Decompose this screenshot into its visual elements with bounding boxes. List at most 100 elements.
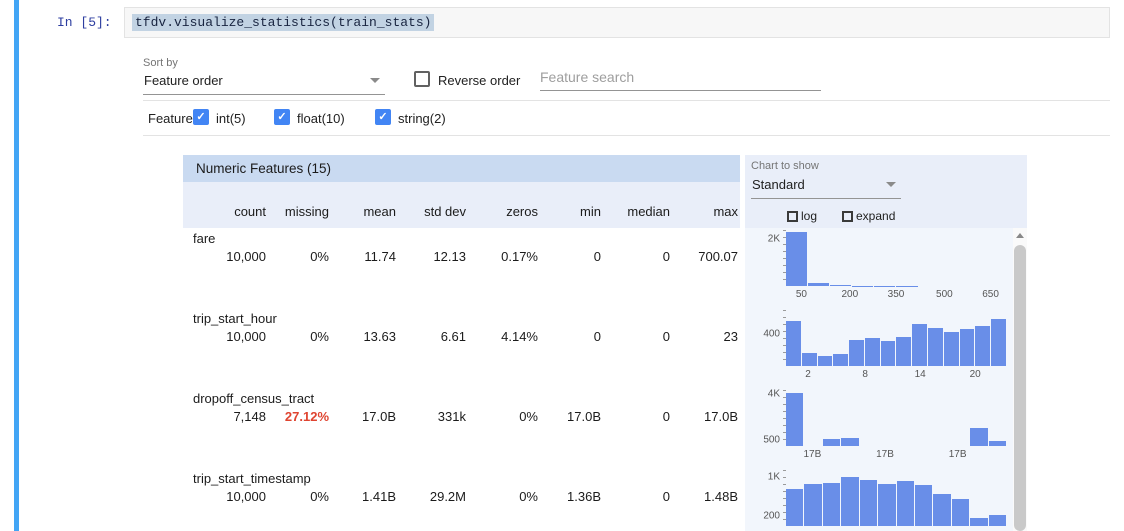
missing-value: 0%	[310, 329, 329, 344]
max-value: 23	[723, 329, 738, 344]
mean-value: 17.0B	[362, 409, 396, 424]
feature-name: trip_start_timestamp	[193, 471, 311, 486]
log-checkbox[interactable]	[787, 211, 798, 222]
median-value: 0	[662, 329, 670, 344]
chart-to-show-label: Chart to show	[751, 160, 819, 172]
reverse-order-checkbox[interactable]	[414, 71, 430, 87]
column-header-min: min	[580, 204, 601, 219]
column-header-std-dev: std dev	[424, 204, 466, 219]
mean-value: 13.63	[363, 329, 396, 344]
count-value: 7,148	[233, 409, 266, 424]
y-axis	[783, 390, 786, 446]
int-filter-checkbox[interactable]	[193, 109, 209, 125]
histogram-column: 2K 50 200 350 500 650 400 2 8 14 20 4K 500 17B 17…	[758, 228, 1012, 531]
table-row: dropoff_census_tract 7,148 27.12% 17.0B …	[183, 388, 740, 468]
sort-by-value: Feature order	[144, 73, 223, 88]
missing-value: 0%	[310, 489, 329, 504]
expand-checkbox[interactable]	[842, 211, 853, 222]
float-filter-checkbox[interactable]	[274, 109, 290, 125]
zeros-value: 0.17%	[501, 249, 538, 264]
code-cell[interactable]: tfdv.visualize_statistics(train_stats)	[124, 7, 1110, 38]
histogram-bars	[786, 470, 1007, 526]
zeros-value: 0%	[519, 409, 538, 424]
string-filter-checkbox[interactable]	[375, 109, 391, 125]
sort-by-dropdown[interactable]: Feature order	[143, 73, 385, 95]
chart-panel-header: Chart to show log expand	[745, 155, 1027, 228]
std-dev-value: 29.2M	[429, 489, 466, 504]
divider	[143, 100, 1110, 101]
min-value: 0	[593, 329, 601, 344]
code-text[interactable]: tfdv.visualize_statistics(train_stats)	[132, 14, 435, 31]
feature-name: trip_start_hour	[193, 311, 277, 326]
y-axis	[783, 230, 786, 286]
divider	[143, 135, 1110, 136]
count-value: 10,000	[226, 249, 266, 264]
max-value: 17.0B	[704, 409, 738, 424]
y-axis	[783, 310, 786, 366]
column-header-mean: mean	[363, 204, 396, 219]
fare-histogram: 2K 50 200 350 500 650	[758, 228, 1012, 308]
table-row: trip_start_hour 10,000 0% 13.63 6.61 4.1…	[183, 308, 740, 388]
table-row: fare 10,000 0% 11.74 12.13 0.17% 0 0 700…	[183, 228, 740, 308]
y-axis-labels: 4K 500	[763, 388, 780, 445]
column-header-median: median	[627, 204, 670, 219]
min-value: 0	[593, 249, 601, 264]
count-value: 10,000	[226, 489, 266, 504]
x-axis-labels: 50 200 350 500 650	[795, 289, 999, 300]
trip-start-timestamp-histogram: 1K 200	[758, 468, 1012, 531]
cell-prompt: In [5]:	[57, 15, 112, 30]
median-value: 0	[662, 409, 670, 424]
std-dev-value: 6.61	[440, 329, 466, 344]
log-label: log	[801, 209, 818, 223]
max-value: 1.48B	[704, 489, 738, 504]
scroll-up-icon	[1016, 233, 1024, 238]
column-header-max: max	[713, 204, 738, 219]
missing-value: 0%	[310, 249, 329, 264]
std-dev-value: 12.13	[433, 249, 466, 264]
float-filter-label: float(10)	[297, 111, 345, 126]
x-axis-labels: 2 8 14 20	[805, 369, 981, 380]
features-label: Features:	[148, 111, 203, 126]
y-axis-labels: 2K	[767, 233, 780, 245]
zeros-value: 4.14%	[501, 329, 538, 344]
scrollbar-thumb[interactable]	[1014, 245, 1026, 531]
count-value: 10,000	[226, 329, 266, 344]
reverse-order-label: Reverse order	[438, 73, 521, 88]
chevron-down-icon	[370, 78, 380, 83]
sort-by-label: Sort by	[143, 57, 178, 69]
std-dev-value: 331k	[437, 409, 466, 424]
median-value: 0	[662, 249, 670, 264]
histogram-bars	[786, 310, 1006, 366]
chart-scrollbar[interactable]	[1013, 228, 1027, 531]
column-header-missing: missing	[284, 204, 329, 219]
min-value: 1.36B	[567, 489, 601, 504]
feature-rows: fare 10,000 0% 11.74 12.13 0.17% 0 0 700…	[183, 228, 740, 531]
mean-value: 11.74	[364, 249, 396, 264]
x-axis-labels: 17B 17B 17B	[803, 449, 967, 460]
scroll-up-button[interactable]	[1013, 228, 1027, 243]
selected-cell-indicator	[14, 0, 19, 531]
trip-start-hour-histogram: 400 2 8 14 20	[758, 308, 1012, 388]
int-filter-label: int(5)	[216, 111, 246, 126]
string-filter-label: string(2)	[398, 111, 446, 126]
feature-search-input[interactable]	[540, 64, 821, 91]
dropoff-census-tract-histogram: 4K 500 17B 17B 17B	[758, 388, 1012, 468]
y-axis	[783, 470, 786, 526]
histogram-bars	[786, 230, 1006, 286]
feature-name: dropoff_census_tract	[193, 391, 315, 406]
median-value: 0	[662, 489, 670, 504]
chart-type-dropdown[interactable]: Standard	[751, 177, 901, 199]
max-value: 700.07	[698, 249, 738, 264]
y-axis-labels: 1K 200	[763, 471, 780, 522]
column-headers: count missing mean std dev zeros min med…	[183, 182, 740, 228]
expand-label: expand	[856, 209, 896, 223]
missing-value: 27.12%	[284, 409, 329, 424]
min-value: 17.0B	[567, 409, 601, 424]
y-axis-labels: 400	[763, 328, 780, 340]
feature-name: fare	[193, 231, 216, 246]
chevron-down-icon	[886, 182, 896, 187]
chart-type-value: Standard	[752, 177, 805, 192]
numeric-features-header: Numeric Features (15)	[183, 155, 740, 182]
mean-value: 1.41B	[362, 489, 396, 504]
